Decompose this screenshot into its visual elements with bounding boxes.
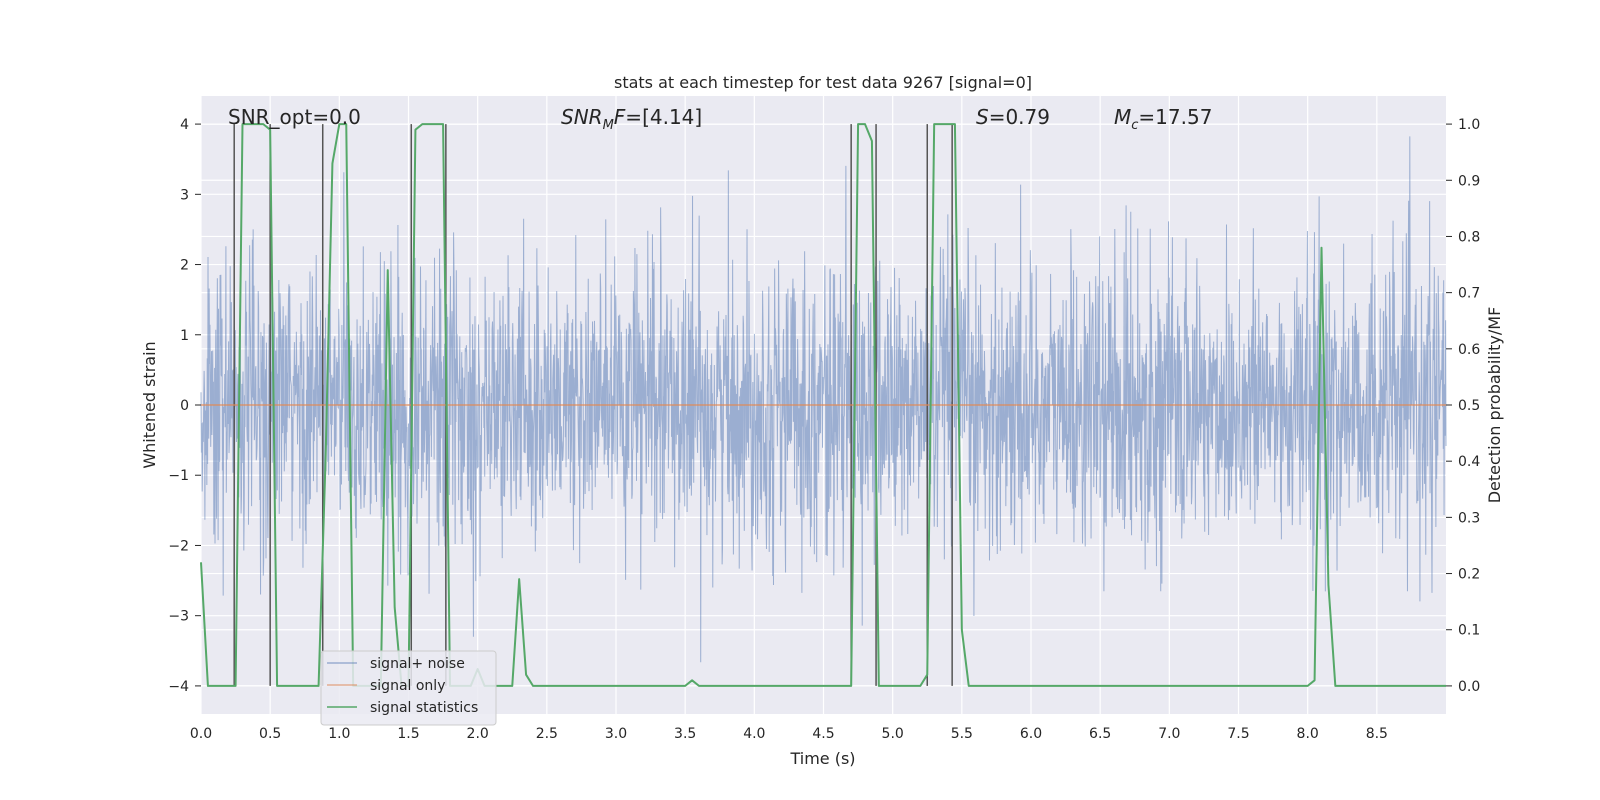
left-y-tick-label: 1 [180, 328, 189, 344]
x-axis-label: Time (s) [789, 749, 855, 768]
x-tick-label: 7.0 [1158, 726, 1180, 742]
right-y-tick-label: 0.6 [1458, 342, 1480, 358]
annotation-snr-mf: SNRMF=[4.14] [561, 105, 702, 133]
right-y-axis-label: Detection probability/MF [1485, 307, 1504, 504]
annotation-mc: Mc=17.57 [1114, 105, 1212, 133]
legend: signal+ noise signal only signal statist… [320, 650, 497, 726]
x-tick-label: 6.0 [1020, 726, 1042, 742]
legend-label-statistics: signal statistics [370, 700, 478, 716]
x-axis-ticks: 0.0 0.5 1.0 1.5 2.0 2.5 3.0 3.5 4.0 4.5 5.0 5.5 6.0 6… [190, 726, 1388, 742]
right-y-tick-label: 0.1 [1458, 623, 1480, 639]
left-y-tick-label: −2 [168, 538, 189, 554]
left-y-axis-label: Whitened strain [140, 341, 159, 468]
x-tick-label: 8.0 [1297, 726, 1319, 742]
right-y-tick-label: 0.7 [1458, 286, 1480, 302]
annotation-s: S=0.79 [976, 105, 1050, 129]
left-y-axis-ticks: −4 −3 −2 −1 0 1 2 3 4 [168, 117, 201, 695]
left-y-tick-label: 2 [180, 258, 189, 274]
x-tick-label: 5.5 [951, 726, 973, 742]
left-y-tick-label: −4 [168, 679, 189, 695]
left-y-tick-label: 3 [180, 187, 189, 203]
x-tick-label: 6.5 [1089, 726, 1111, 742]
legend-label-noise: signal+ noise [370, 656, 465, 672]
right-y-tick-label: 0.2 [1458, 567, 1480, 583]
x-tick-label: 8.5 [1366, 726, 1388, 742]
chart-title: stats at each timestep for test data 926… [614, 73, 1032, 92]
x-tick-label: 1.5 [397, 726, 419, 742]
signal-noise-series [200, 136, 1447, 663]
legend-box [320, 650, 497, 726]
left-y-tick-label: −1 [168, 468, 189, 484]
x-tick-label: 4.0 [743, 726, 765, 742]
left-y-tick-label: −3 [168, 609, 189, 625]
left-y-tick-label: 4 [180, 117, 189, 133]
annotation-s-value: =0.79 [989, 105, 1050, 129]
x-tick-label: 3.0 [605, 726, 627, 742]
annotation-mc-value: =17.57 [1138, 105, 1212, 129]
left-y-tick-label: 0 [180, 398, 189, 414]
x-tick-label: 5.0 [882, 726, 904, 742]
annotation-snr-opt: SNR_opt=0.0 [228, 105, 361, 129]
x-tick-label: 2.5 [536, 726, 558, 742]
right-y-tick-label: 1.0 [1458, 117, 1480, 133]
right-y-tick-label: 0.0 [1458, 679, 1480, 695]
x-tick-label: 3.5 [674, 726, 696, 742]
x-tick-label: 1.0 [328, 726, 350, 742]
x-tick-label: 2.0 [467, 726, 489, 742]
x-tick-label: 4.5 [812, 726, 834, 742]
x-tick-label: 7.5 [1227, 726, 1249, 742]
right-y-tick-label: 0.8 [1458, 229, 1480, 245]
right-y-tick-label: 0.3 [1458, 510, 1480, 526]
right-y-tick-label: 0.9 [1458, 173, 1480, 189]
right-y-tick-label: 0.5 [1458, 398, 1480, 414]
x-tick-label: 0.5 [259, 726, 281, 742]
x-tick-label: 0.0 [190, 726, 212, 742]
annotation-snr-mf-value: [4.14] [642, 105, 702, 129]
right-y-axis-ticks: 0.0 0.1 0.2 0.3 0.4 0.5 0.6 0.7 0.8 0.9 1.0 [1446, 117, 1480, 695]
right-y-tick-label: 0.4 [1458, 454, 1480, 470]
legend-label-signal: signal only [370, 678, 445, 694]
noise-line [200, 136, 1447, 663]
